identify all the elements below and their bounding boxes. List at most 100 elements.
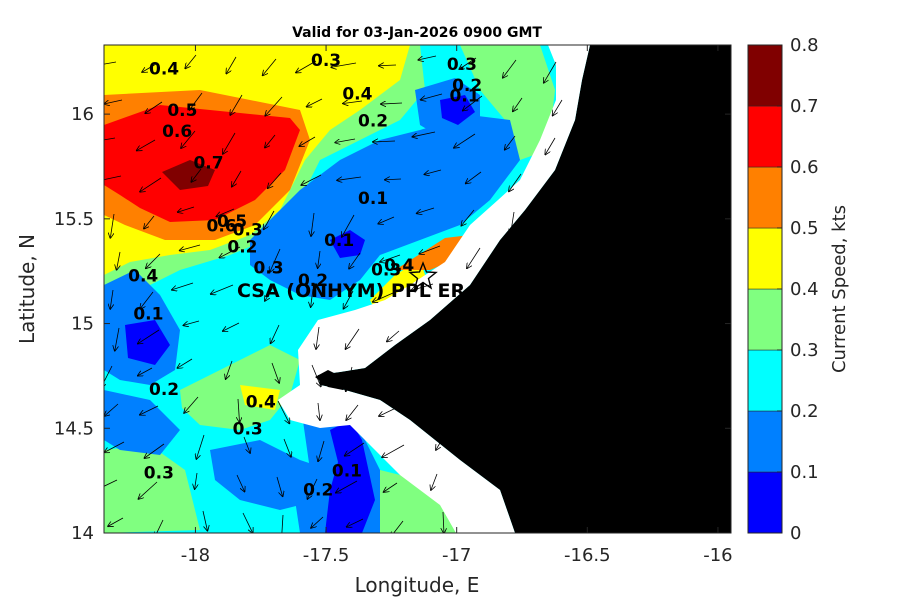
current-vector: [180, 244, 201, 251]
contour-label: 0.3: [233, 221, 263, 241]
speed-band-0-0.1: [325, 420, 375, 533]
current-vector: [349, 252, 361, 269]
x-tick-label: -18: [181, 545, 210, 566]
contour-label: 0.4: [128, 267, 158, 287]
contour-label: 0.1: [133, 304, 163, 324]
current-vector: [417, 207, 435, 213]
coastal-mask: [278, 45, 590, 533]
speed-band-0.3-0.4: [104, 445, 200, 533]
current-vector: [516, 325, 519, 347]
speed-band-0-0.1: [440, 95, 475, 125]
current-vector: [318, 250, 320, 268]
contour-label: 0.7: [193, 154, 223, 174]
current-vector: [146, 253, 161, 268]
speed-band-0.5-0.6: [395, 235, 470, 270]
current-vector: [318, 402, 320, 420]
current-vector: [178, 206, 195, 212]
cap-vert-peninsula: [315, 370, 352, 390]
current-vector: [311, 516, 324, 528]
colorbar-tick-label: 0.5: [790, 218, 819, 239]
current-vector: [511, 211, 515, 234]
x-tick-label: -16.5: [564, 545, 611, 566]
map-plot-area: [104, 45, 731, 533]
current-vector: [421, 397, 439, 412]
speed-band-0.6-0.7: [104, 105, 300, 222]
x-tick-label: -16: [703, 545, 732, 566]
contour-label: 0.2: [227, 237, 257, 257]
y-tick-label: 15: [71, 314, 94, 335]
current-vector: [461, 361, 473, 379]
colorbar-label: Current Speed, kts: [829, 205, 850, 373]
contour-label: 0.4: [149, 59, 179, 79]
current-vector: [544, 61, 557, 83]
contour-label: 0.1: [449, 87, 479, 107]
current-vector: [307, 478, 318, 499]
current-vector: [137, 139, 156, 150]
speed-band-0.3-0.4: [460, 45, 555, 160]
contour-label: 0.2: [298, 271, 328, 291]
current-vector: [518, 249, 520, 266]
current-vector: [202, 510, 207, 531]
current-vector: [191, 168, 202, 182]
current-vector: [155, 519, 164, 533]
contour-label: 0.3: [233, 420, 263, 440]
colorbar-tick-label: 0.1: [790, 462, 819, 483]
contour-label: 0.3: [254, 258, 284, 278]
current-vector: [468, 323, 480, 340]
contour-label: 0.5: [167, 101, 197, 121]
current-vector: [243, 436, 250, 453]
speed-band-0-0.1: [330, 230, 365, 258]
current-vector: [378, 368, 393, 379]
current-vector: [379, 65, 397, 66]
current-vector: [265, 286, 274, 301]
colorbar-swatch: [747, 410, 783, 473]
current-vector: [223, 322, 240, 331]
colorbar-tick-label: 0.8: [790, 35, 819, 56]
current-vector: [436, 435, 445, 450]
current-vector: [144, 215, 155, 229]
current-vector: [391, 520, 404, 533]
current-vector: [223, 132, 236, 154]
current-vectors: [104, 54, 563, 533]
current-vector: [373, 141, 396, 142]
current-vector: [336, 480, 358, 493]
current-vector: [230, 94, 243, 115]
current-vector: [189, 92, 203, 110]
star-icon: [408, 261, 438, 290]
current-vector: [346, 366, 353, 391]
contour-label: 0.1: [332, 461, 362, 481]
y-axis: 16 15.5 15 14.5 14: [54, 104, 731, 544]
current-vector: [454, 133, 476, 148]
current-vector: [242, 512, 253, 533]
current-vector: [513, 97, 523, 111]
current-vector: [138, 367, 153, 376]
current-vector: [178, 358, 193, 368]
current-vector: [283, 438, 291, 457]
current-vector: [316, 326, 319, 349]
current-vector: [196, 434, 205, 459]
current-vector: [419, 245, 441, 254]
current-vector: [110, 289, 113, 309]
contour-label: 0.6: [207, 216, 237, 236]
station-label: CSA (ONHYM) PPL ER: [237, 280, 465, 302]
current-vector: [104, 479, 118, 487]
current-vector: [139, 481, 158, 499]
contour-label: 0.2: [303, 480, 333, 500]
current-vector: [145, 101, 163, 113]
current-vector: [145, 443, 165, 458]
current-vector: [342, 214, 355, 237]
current-vector: [421, 93, 443, 100]
current-vector: [413, 131, 436, 137]
colorbar-tick-label: 0.2: [790, 401, 819, 422]
current-vector: [380, 254, 401, 262]
contour-label: 0.1: [324, 231, 354, 251]
speed-band-0.1-0.2: [250, 115, 520, 300]
station-marker: CSA (ONHYM) PPL ER: [237, 261, 465, 302]
current-vector: [463, 95, 483, 110]
current-vector: [335, 138, 356, 143]
current-vector: [511, 363, 516, 386]
current-vector: [104, 365, 113, 387]
current-vector: [185, 54, 197, 68]
current-vector: [425, 169, 442, 174]
current-vector: [385, 179, 402, 180]
